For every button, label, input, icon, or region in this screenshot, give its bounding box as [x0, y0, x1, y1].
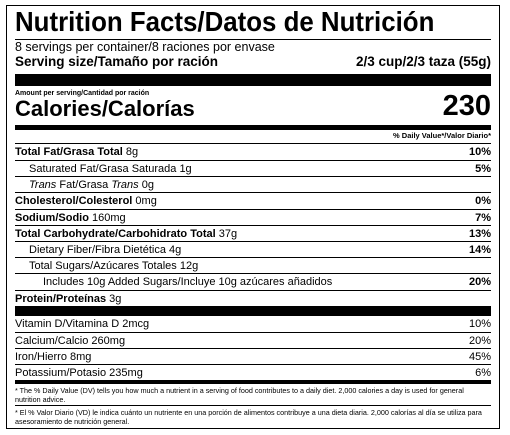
nutrient-amount: 12g	[179, 260, 199, 272]
nutrient-dv: 5%	[475, 163, 491, 175]
nutrient-name: Protein/Proteínas	[15, 293, 107, 305]
nutrient-row-trans-fat: Trans Fat/Grasa Trans 0g	[15, 176, 491, 192]
nutrient-name-middle: Fat/Grasa	[56, 179, 112, 191]
nutrient-row-saturated-fat: Saturated Fat/Grasa Saturada 1g 5%	[15, 160, 491, 176]
nutrient-name: Includes 10g Added Sugars/Incluye 10g az…	[43, 276, 333, 288]
vitamin-amount: 260mg	[91, 335, 126, 347]
nutrient-row-total-fat: Total Fat/Grasa Total 8g 10%	[15, 143, 491, 160]
vitamin-amount: 8mg	[70, 351, 92, 363]
nutrient-amount: 8g	[125, 146, 139, 158]
nutrient-dv: 14%	[468, 244, 491, 256]
serving-size-row: Serving size/Tamaño por ración 2/3 cup/2…	[15, 54, 491, 70]
nutrient-amount: 4g	[169, 244, 182, 256]
nutrient-amount: 1g	[179, 163, 192, 175]
nutrient-name: Cholesterol/Colesterol	[15, 195, 133, 207]
nutrient-row-total-sugars: Total Sugars/Azúcares Totales 12g	[15, 257, 491, 273]
vitamin-row-potassium: Potassium/Potasio 235mg 6%	[15, 364, 491, 381]
footnote-divider	[15, 405, 491, 406]
vitamin-amount: 2mcg	[122, 318, 150, 330]
thick-divider-footnote	[15, 380, 491, 384]
serving-size-label: Serving size/Tamaño por ración	[15, 54, 219, 69]
nutrient-dv: 0%	[475, 195, 491, 207]
nutrient-row-sodium: Sodium/Sodio 160mg 7%	[15, 209, 491, 226]
thick-divider-calories	[15, 125, 491, 130]
nutrient-row-protein: Protein/Proteínas 3g	[15, 290, 491, 307]
servings-per-container: 8 servings per container/8 raciones por …	[15, 40, 275, 54]
nutrient-name: Sodium/Sodio	[15, 212, 89, 224]
nutrient-row-cholesterol: Cholesterol/Colesterol 0mg 0%	[15, 192, 491, 209]
nutrient-name-trans-es: Trans	[111, 179, 139, 191]
nutrient-row-dietary-fiber: Dietary Fiber/Fibra Dietética 4g 14%	[15, 241, 491, 257]
thick-divider-top	[15, 74, 491, 86]
calories-value: 230	[442, 90, 491, 122]
vitamin-dv: 10%	[468, 318, 491, 330]
vitamin-name: Calcium/Calcio	[15, 335, 89, 347]
vitamin-amount: 235mg	[109, 367, 143, 379]
nutrient-amount: 37g	[218, 228, 238, 240]
nutrient-amount: 3g	[109, 293, 122, 305]
vitamin-name: Iron/Hierro	[15, 351, 67, 363]
calories-label: Calories/Calorías	[15, 96, 195, 121]
vitamin-dv: 6%	[475, 367, 491, 379]
vitamin-dv: 20%	[468, 335, 491, 347]
nutrient-amount: 0mg	[135, 195, 157, 207]
vitamin-name: Vitamin D/Vitamina D	[15, 318, 120, 330]
nutrient-amount: 160mg	[92, 212, 126, 224]
vitamin-row-calcium: Calcium/Calcio 260mg 20%	[15, 332, 491, 349]
vitamin-row-iron: Iron/Hierro 8mg 45%	[15, 348, 491, 365]
daily-value-header: % Daily Value*/Valor Diario*	[393, 131, 491, 140]
nutrient-name: Total Carbohydrate/Carbohidrato Total	[15, 228, 216, 240]
vitamin-dv: 45%	[468, 351, 491, 363]
label-title: Nutrition Facts/Datos de Nutrición	[15, 6, 435, 37]
footnote-spanish: * El % Valor Diario (VD) le indica cuánt…	[15, 408, 482, 426]
vitamin-name: Potassium/Potasio	[15, 367, 107, 379]
vitamin-row-vitamin-d: Vitamin D/Vitamina D 2mcg 10%	[15, 316, 491, 332]
thick-divider-vitamins	[15, 306, 491, 316]
nutrient-name: Total Sugars/Azúcares Totales	[29, 260, 177, 272]
nutrient-dv: 20%	[468, 276, 491, 288]
nutrient-name-trans: Trans	[29, 179, 57, 191]
nutrient-row-added-sugars: Includes 10g Added Sugars/Incluye 10g az…	[15, 273, 491, 289]
nutrient-name: Saturated Fat/Grasa Saturada	[29, 163, 177, 175]
nutrition-facts-label: Nutrition Facts/Datos de Nutrición 8 ser…	[6, 5, 500, 429]
nutrient-name: Total Fat/Grasa Total	[15, 146, 123, 158]
amount-per-serving: Amount per serving/Cantidad por ración	[15, 90, 150, 97]
nutrient-dv: 13%	[468, 228, 491, 240]
nutrient-row-total-carbohydrate: Total Carbohydrate/Carbohidrato Total 37…	[15, 225, 491, 242]
nutrient-dv: 10%	[468, 146, 491, 158]
nutrient-name: Dietary Fiber/Fibra Dietética	[29, 244, 166, 256]
nutrient-amount: 0g	[141, 179, 154, 191]
serving-size-value: 2/3 cup/2/3 taza (55g)	[355, 54, 491, 69]
footnote-english: * The % Daily Value (DV) tells you how m…	[15, 386, 464, 404]
title-divider	[15, 39, 491, 40]
nutrient-dv: 7%	[475, 212, 491, 224]
